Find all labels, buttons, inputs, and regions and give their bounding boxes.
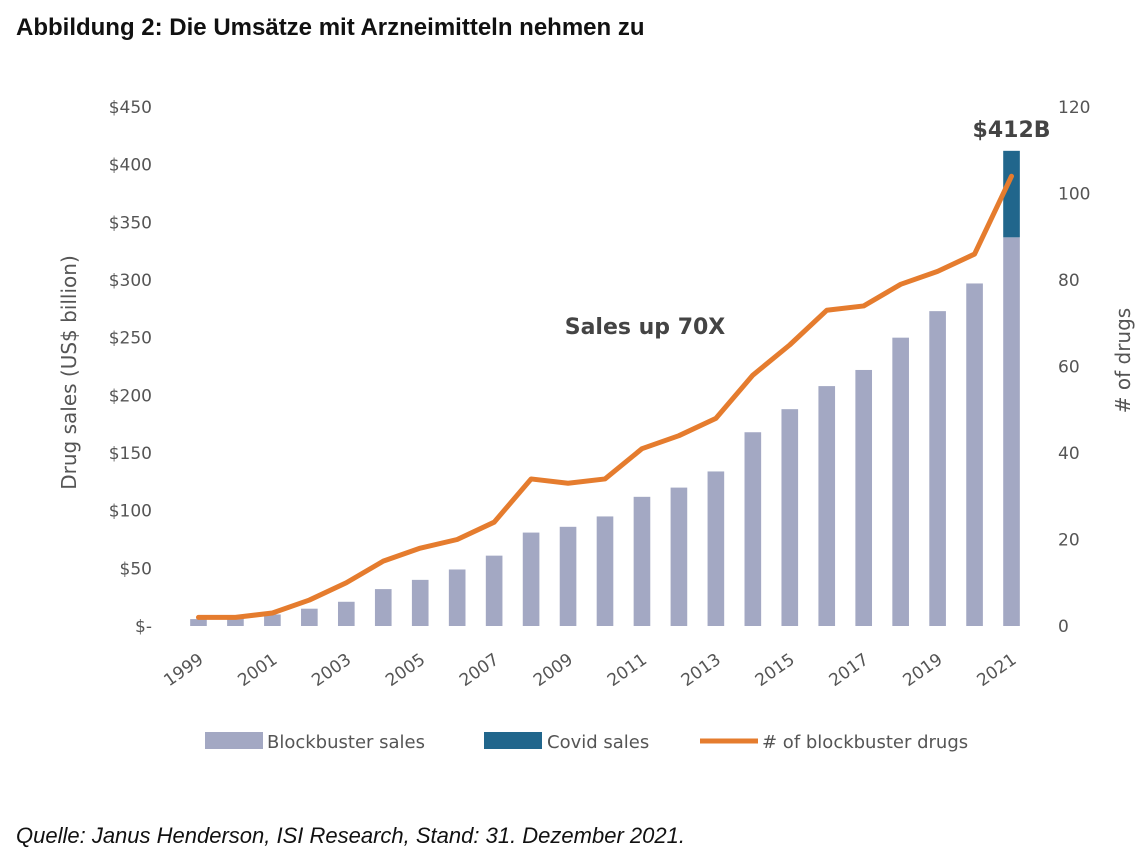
x-tick-label: 2001 bbox=[234, 650, 281, 691]
legend-label-blockbuster-drugs: # of blockbuster drugs bbox=[762, 732, 968, 753]
bar-blockbuster-2008 bbox=[522, 532, 540, 626]
x-tick-label: 2011 bbox=[604, 650, 651, 691]
y-left-axis-title: Drug sales (US$ billion) bbox=[57, 255, 81, 490]
x-tick-label: 2021 bbox=[973, 650, 1020, 691]
y-right-tick-label: 40 bbox=[1058, 444, 1080, 464]
y-right-axis-title: # of drugs bbox=[1111, 308, 1135, 413]
bar-blockbuster-2014 bbox=[744, 432, 762, 626]
annotation-total-sales: $412B bbox=[973, 118, 1051, 143]
bar-covid-2021 bbox=[1003, 150, 1020, 238]
legend-swatch-blockbuster-sales bbox=[205, 732, 263, 749]
bar-blockbuster-2003 bbox=[337, 601, 355, 626]
x-tick-label: 2013 bbox=[678, 650, 725, 691]
bar-blockbuster-2010 bbox=[596, 516, 614, 626]
y-left-tick-label: $50 bbox=[120, 559, 152, 579]
bar-blockbuster-2018 bbox=[892, 337, 909, 626]
bar-blockbuster-2012 bbox=[670, 487, 688, 626]
y-right-tick-label: 0 bbox=[1058, 617, 1069, 637]
y-left-tick-label: $400 bbox=[109, 156, 152, 176]
bar-blockbuster-2019 bbox=[929, 311, 946, 626]
figure-title: Abbildung 2: Die Umsätze mit Arzneimitte… bbox=[16, 14, 645, 41]
y-right-tick-label: 120 bbox=[1058, 98, 1090, 118]
legend-label-covid-sales: Covid sales bbox=[547, 732, 649, 753]
bar-blockbuster-2006 bbox=[448, 569, 466, 626]
bar-blockbuster-2000 bbox=[227, 616, 244, 626]
bar-blockbuster-2017 bbox=[855, 369, 873, 626]
y-left-tick-label: $150 bbox=[109, 444, 152, 464]
x-tick-label: 1999 bbox=[160, 650, 207, 691]
x-tick-label: 2003 bbox=[308, 650, 355, 691]
bar-blockbuster-2013 bbox=[707, 471, 725, 626]
y-left-tick-label: $350 bbox=[109, 213, 152, 233]
bar-blockbuster-2021 bbox=[1003, 237, 1020, 626]
y-left-tick-label: $300 bbox=[109, 271, 152, 291]
y-right-tick-label: 100 bbox=[1058, 185, 1090, 205]
y-right-tick-label: 20 bbox=[1058, 531, 1080, 551]
source-note: Quelle: Janus Henderson, ISI Research, S… bbox=[16, 823, 685, 848]
y-left-tick-label: $200 bbox=[109, 386, 152, 406]
bar-blockbuster-2004 bbox=[374, 589, 392, 626]
y-right-tick-label: 80 bbox=[1058, 271, 1080, 291]
legend-label-blockbuster-sales: Blockbuster sales bbox=[267, 732, 425, 753]
y-left-tick-label: $250 bbox=[109, 329, 152, 349]
bar-blockbuster-2009 bbox=[559, 526, 577, 626]
bar-blockbuster-2011 bbox=[633, 496, 651, 626]
legend-swatch-covid-sales bbox=[484, 732, 542, 749]
bar-blockbuster-2015 bbox=[781, 409, 799, 626]
bar-blockbuster-2016 bbox=[818, 386, 836, 626]
x-tick-label: 2015 bbox=[752, 650, 799, 691]
drug-sales-chart: $- $50 $100 $150 $200 $250 $300 $350 $400 $450 Dru… bbox=[57, 98, 1135, 753]
x-tick-label: 2009 bbox=[530, 650, 577, 691]
bar-blockbuster-2007 bbox=[485, 555, 503, 626]
x-tick-label: 2007 bbox=[456, 650, 503, 691]
y-left-tick-label: $- bbox=[135, 617, 152, 637]
x-tick-label: 2019 bbox=[900, 650, 947, 691]
bar-blockbuster-2020 bbox=[966, 283, 983, 626]
y-right-tick-label: 60 bbox=[1058, 358, 1080, 378]
x-tick-label: 2005 bbox=[382, 650, 429, 691]
bar-blockbuster-2002 bbox=[301, 608, 318, 626]
bar-blockbuster-2005 bbox=[411, 579, 429, 626]
y-left-tick-label: $450 bbox=[109, 98, 152, 118]
y-left-tick-label: $100 bbox=[109, 502, 152, 522]
bar-blockbuster-2001 bbox=[264, 614, 281, 626]
line-blockbuster-drugs bbox=[195, 173, 1015, 620]
bar-blockbuster-1999 bbox=[190, 619, 207, 626]
x-tick-label: 2017 bbox=[826, 650, 873, 691]
annotation-sales-growth: Sales up 70X bbox=[565, 315, 726, 340]
